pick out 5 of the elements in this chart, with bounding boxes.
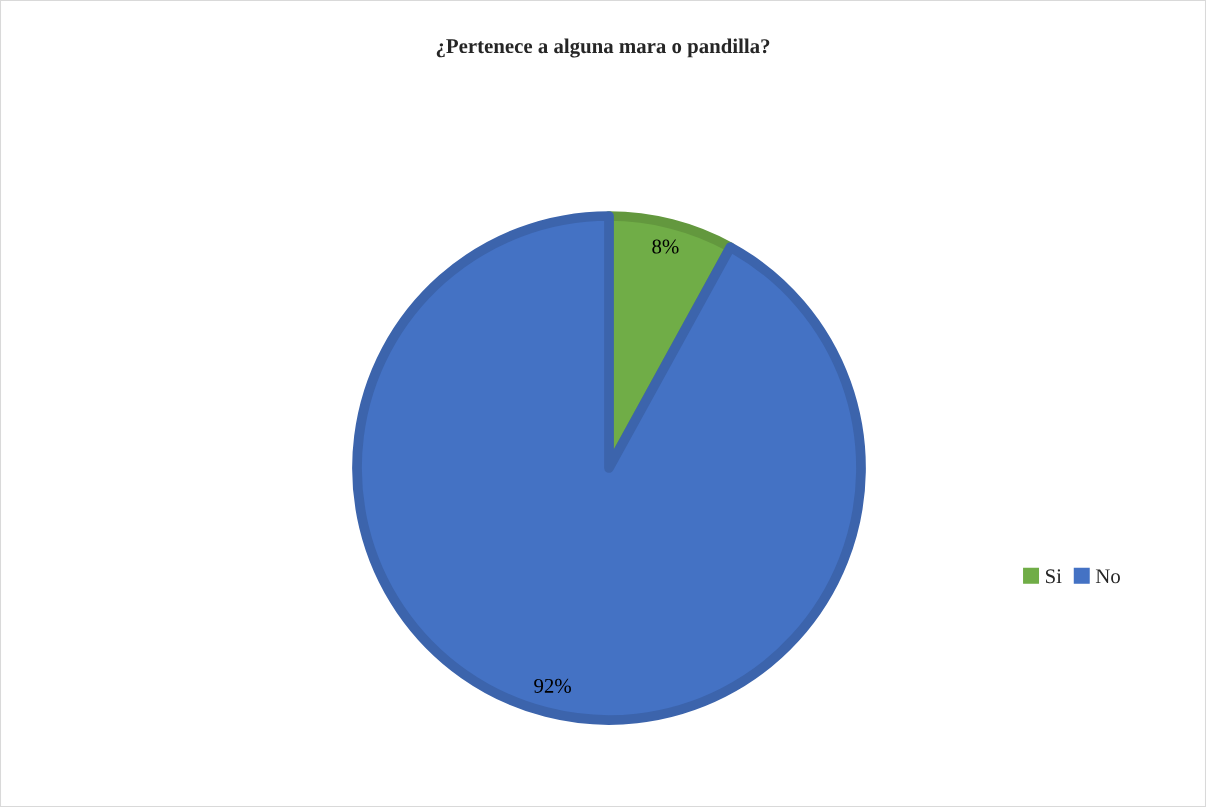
data-label: 92% bbox=[534, 678, 571, 693]
legend-label: No bbox=[1095, 569, 1120, 584]
data-label: 8% bbox=[652, 239, 679, 254]
chart-title: ¿Pertenece a alguna mara o pandilla? bbox=[436, 38, 770, 58]
legend-label: Si bbox=[1045, 569, 1062, 584]
